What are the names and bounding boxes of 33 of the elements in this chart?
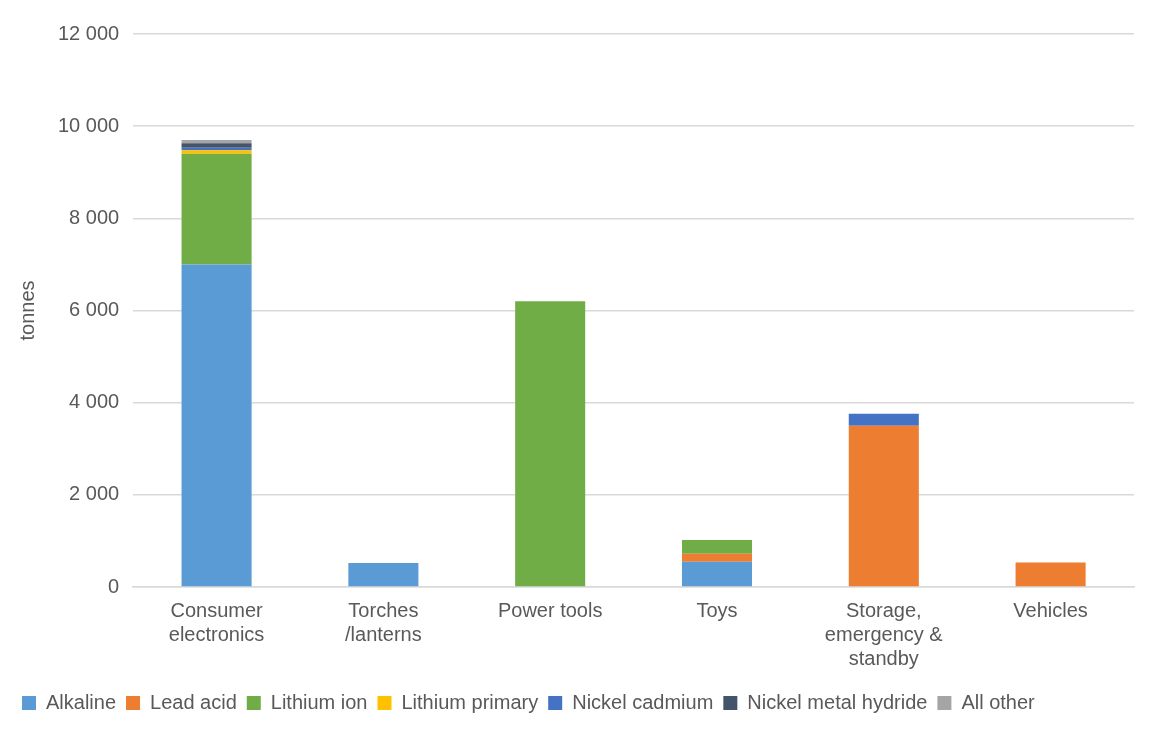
y-tick-label: 10 000 — [58, 113, 120, 136]
y-tick-label: 12 000 — [58, 21, 120, 44]
bar — [348, 563, 419, 587]
y-tick-label: 2 000 — [69, 482, 120, 505]
legend-label: Nickel cadmium — [572, 690, 714, 713]
bar — [681, 540, 753, 554]
x-tick-label: Consumer electronics — [168, 598, 265, 645]
bar — [181, 143, 252, 148]
y-tick-label: 8 000 — [69, 205, 120, 228]
bar — [181, 153, 252, 265]
bar — [848, 425, 919, 587]
y-tick-label: 0 — [108, 574, 120, 597]
y-tick-label: 6 000 — [69, 298, 120, 321]
x-tick-label: Storage, emergency & standby — [824, 598, 944, 669]
legend-label: Lithium primary — [401, 690, 539, 713]
y-tick-label: 4 000 — [69, 390, 120, 413]
legend-label: Lead acid — [150, 690, 237, 713]
x-tick-label: Torches /lanterns — [345, 598, 422, 645]
x-tick-label: Power tools — [497, 598, 603, 621]
bar — [181, 139, 252, 144]
bar — [515, 301, 586, 587]
bar — [681, 561, 753, 587]
legend-label: Alkaline — [46, 690, 117, 713]
bar — [681, 553, 753, 562]
x-tick-label: Toys — [696, 598, 738, 621]
legend-label: Nickel metal hydride — [747, 690, 928, 713]
bar — [181, 264, 252, 587]
y-axis-title: tonnes — [15, 280, 38, 341]
bar — [1015, 562, 1086, 587]
legend-label: All other — [961, 690, 1036, 713]
bar — [848, 413, 919, 426]
x-tick-label: Vehicles — [1013, 598, 1088, 621]
legend-label: Lithium ion — [270, 690, 368, 713]
